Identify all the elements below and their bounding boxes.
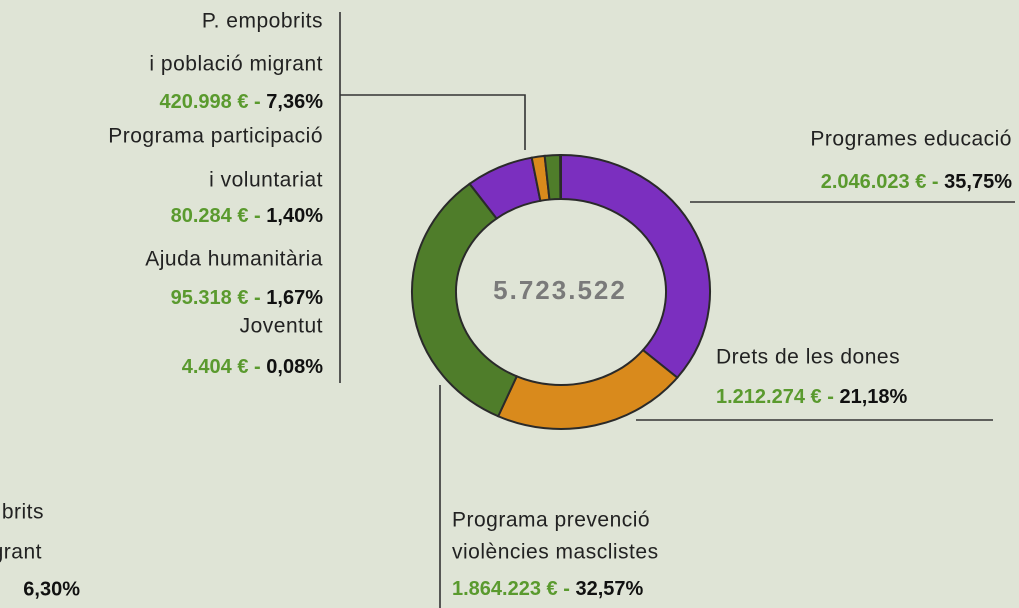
value-label: 4.404 € — [182, 356, 249, 378]
separator: - — [932, 171, 939, 193]
amount-label: 420.998 € - 7,36% — [160, 91, 324, 113]
category-label: i població migrant — [149, 53, 323, 76]
amount-label: 95.318 € - 1,67% — [171, 287, 324, 309]
value-label: 95.318 € — [171, 287, 249, 309]
donut — [411, 153, 711, 430]
amount-label: 80.284 € - 1,40% — [171, 205, 324, 227]
amount-label: 2.046.023 € - 35,75% — [821, 171, 1013, 193]
leader-line — [340, 94, 526, 150]
category-label: Programa participació — [108, 125, 323, 148]
category-label: Joventut — [240, 315, 323, 338]
amount-label: 4.404 € - 0,08% — [182, 356, 323, 378]
partial-label: brits — [2, 501, 44, 524]
share-label: 21,18% — [839, 386, 907, 408]
donut-segment — [559, 153, 562, 201]
separator: - — [254, 91, 261, 113]
center-label: 5.723.522 — [493, 275, 627, 305]
value-label: 2.046.023 € — [821, 171, 927, 193]
category-label: P. empobrits — [202, 10, 323, 33]
value-label: 420.998 € — [160, 91, 249, 113]
amount-label: 1.864.223 € - 32,57% — [452, 578, 644, 600]
share-label: 0,08% — [266, 356, 323, 378]
donut-segment — [560, 153, 711, 380]
separator: - — [254, 287, 261, 309]
share-label: 35,75% — [944, 171, 1012, 193]
value-label: 80.284 € — [171, 205, 249, 227]
share-label: 1,40% — [266, 205, 323, 227]
separator: - — [254, 356, 261, 378]
share-label: 7,36% — [266, 91, 323, 113]
category-label: Programes educació — [810, 128, 1012, 151]
amount-label: 1.212.274 € - 21,18% — [716, 386, 908, 408]
category-label: Ajuda humanitària — [145, 248, 323, 271]
separator: - — [827, 386, 834, 408]
value-label: 1.212.274 € — [716, 386, 822, 408]
separator: - — [254, 205, 261, 227]
category-label: violències masclistes — [452, 541, 659, 564]
partial-label: grant — [0, 541, 42, 564]
category-label: Drets de les dones — [716, 346, 900, 369]
share-label: 1,67% — [266, 287, 323, 309]
partial-label: 6,30% — [23, 578, 80, 600]
category-label: i voluntariat — [209, 169, 323, 192]
separator: - — [563, 578, 570, 600]
value-label: 1.864.223 € — [452, 578, 558, 600]
share-label: 32,57% — [575, 578, 643, 600]
category-label: Programa prevenció — [452, 509, 650, 532]
